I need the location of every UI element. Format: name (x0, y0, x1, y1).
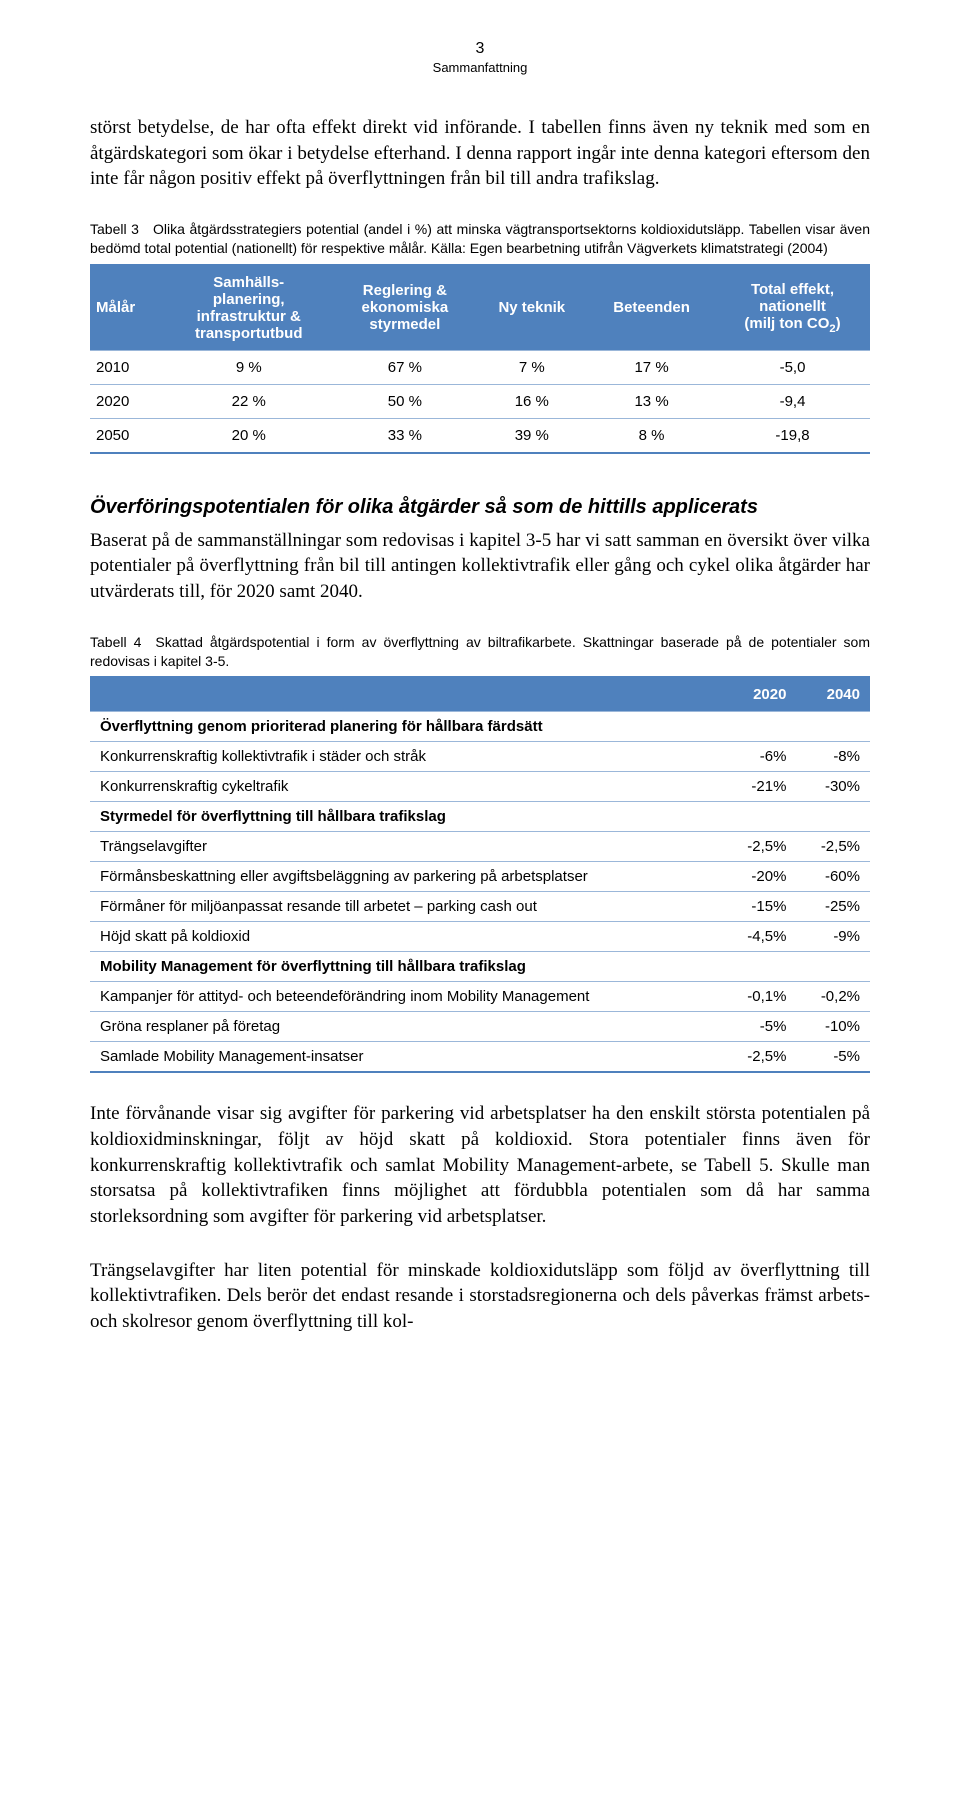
table4-group-header: Överflyttning genom prioriterad planerin… (90, 712, 870, 742)
table4-row-label: Höjd skatt på koldioxid (90, 922, 723, 952)
table4-row-label: Konkurrenskraftig cykeltrafik (90, 772, 723, 802)
page-number: 3 (90, 40, 870, 58)
table4-val-2040: -9% (796, 922, 870, 952)
table4-header-2020: 2020 (723, 677, 797, 712)
table4-val-2020: -2,5% (723, 1042, 797, 1073)
table-cell: 33 % (334, 418, 475, 453)
table-cell: 16 % (476, 384, 589, 418)
table-cell: 39 % (476, 418, 589, 453)
table3-header-samhalls: Samhälls- planering, infrastruktur & tra… (163, 265, 334, 351)
table4-header-row: 2020 2040 (90, 677, 870, 712)
table3-header-reglering: Reglering & ekonomiska styrmedel (334, 265, 475, 351)
table3-header-nyteknik: Ny teknik (476, 265, 589, 351)
table-row: 20109 %67 %7 %17 %-5,0 (90, 350, 870, 384)
section-heading-overforing: Överföringspotentialen för olika åtgärde… (90, 494, 870, 520)
table-row: Förmånsbeskattning eller avgiftsbeläggni… (90, 862, 870, 892)
table-cell: 50 % (334, 384, 475, 418)
table-row: Gröna resplaner på företag-5%-10% (90, 1012, 870, 1042)
table-cell: 9 % (163, 350, 334, 384)
table3-caption: Tabell 3 Olika åtgärdsstrategiers potent… (90, 220, 870, 258)
table4-row-label: Trängselavgifter (90, 832, 723, 862)
table-row: Kampanjer för attityd- och beteendeförän… (90, 982, 870, 1012)
table-cell: 8 % (588, 418, 715, 453)
table-cell: 2020 (90, 384, 163, 418)
table-cell: 22 % (163, 384, 334, 418)
table-cell: 2010 (90, 350, 163, 384)
table4-header-spacer (90, 677, 723, 712)
table-row: Höjd skatt på koldioxid-4,5%-9% (90, 922, 870, 952)
table4-group-label: Överflyttning genom prioriterad planerin… (90, 712, 870, 742)
paragraph-3: Inte förvånande visar sig avgifter för p… (90, 1101, 870, 1229)
table-row: Trängselavgifter-2,5%-2,5% (90, 832, 870, 862)
table4-row-label: Kampanjer för attityd- och beteendeförän… (90, 982, 723, 1012)
table-cell: 2050 (90, 418, 163, 453)
table4-caption: Tabell 4 Skattad åtgärdspotential i form… (90, 633, 870, 671)
table4-val-2020: -4,5% (723, 922, 797, 952)
table4-group-label: Mobility Management för överflyttning ti… (90, 952, 870, 982)
table4-val-2020: -6% (723, 742, 797, 772)
table-cell: -19,8 (715, 418, 870, 453)
table-cell: 13 % (588, 384, 715, 418)
page-subtitle: Sammanfattning (90, 60, 870, 75)
table4-val-2040: -30% (796, 772, 870, 802)
table-cell: 17 % (588, 350, 715, 384)
table-row: Konkurrenskraftig kollektivtrafik i städ… (90, 742, 870, 772)
table4-val-2040: -10% (796, 1012, 870, 1042)
table-cell: 7 % (476, 350, 589, 384)
table4-val-2040: -5% (796, 1042, 870, 1073)
table4-group-header: Mobility Management för överflyttning ti… (90, 952, 870, 982)
table4-row-label: Förmånsbeskattning eller avgiftsbeläggni… (90, 862, 723, 892)
table4-val-2020: -0,1% (723, 982, 797, 1012)
table4-val-2020: -21% (723, 772, 797, 802)
paragraph-2: Baserat på de sammanställningar som redo… (90, 528, 870, 605)
table4-group-label: Styrmedel för överflyttning till hållbar… (90, 802, 870, 832)
table4-val-2040: -60% (796, 862, 870, 892)
paragraph-4: Trängselavgifter har liten potential för… (90, 1258, 870, 1335)
table3-header-total: Total effekt, nationellt (milj ton CO2) (715, 265, 870, 351)
table4-row-label: Konkurrenskraftig kollektivtrafik i städ… (90, 742, 723, 772)
table-cell: 20 % (163, 418, 334, 453)
table-row: 205020 %33 %39 %8 %-19,8 (90, 418, 870, 453)
table4-row-label: Samlade Mobility Management-insatser (90, 1042, 723, 1073)
table4-row-label: Förmåner för miljöanpassat resande till … (90, 892, 723, 922)
table3: Målår Samhälls- planering, infrastruktur… (90, 264, 870, 454)
table-row: Samlade Mobility Management-insatser-2,5… (90, 1042, 870, 1073)
table4-row-label: Gröna resplaner på företag (90, 1012, 723, 1042)
table4-header-2040: 2040 (796, 677, 870, 712)
table4-val-2040: -2,5% (796, 832, 870, 862)
table-cell: -9,4 (715, 384, 870, 418)
table4-val-2020: -2,5% (723, 832, 797, 862)
table4-group-header: Styrmedel för överflyttning till hållbar… (90, 802, 870, 832)
table4-val-2040: -0,2% (796, 982, 870, 1012)
table4-val-2020: -5% (723, 1012, 797, 1042)
table4-val-2040: -25% (796, 892, 870, 922)
table-cell: -5,0 (715, 350, 870, 384)
table-row: Konkurrenskraftig cykeltrafik-21%-30% (90, 772, 870, 802)
table3-header-row: Målår Samhälls- planering, infrastruktur… (90, 265, 870, 351)
table-row: 202022 %50 %16 %13 %-9,4 (90, 384, 870, 418)
table3-header-malar: Målår (90, 265, 163, 351)
table3-header-beteenden: Beteenden (588, 265, 715, 351)
paragraph-1: störst betydelse, de har ofta effekt dir… (90, 115, 870, 192)
table4: 2020 2040 Överflyttning genom prioritera… (90, 676, 870, 1073)
table4-val-2020: -15% (723, 892, 797, 922)
table4-val-2040: -8% (796, 742, 870, 772)
table-cell: 67 % (334, 350, 475, 384)
table-row: Förmåner för miljöanpassat resande till … (90, 892, 870, 922)
table4-val-2020: -20% (723, 862, 797, 892)
